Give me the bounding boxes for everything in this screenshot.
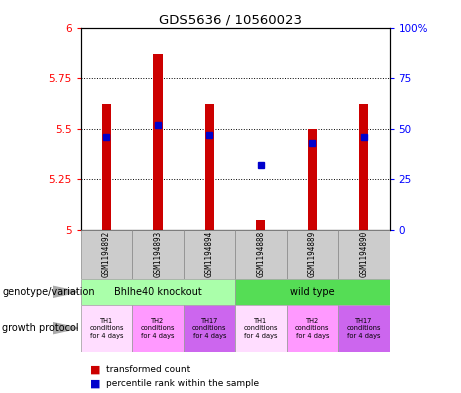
Text: Bhlhe40 knockout: Bhlhe40 knockout — [114, 287, 202, 297]
Bar — [81, 230, 132, 279]
Polygon shape — [53, 323, 78, 334]
Text: growth protocol: growth protocol — [2, 323, 79, 333]
Text: GSM1194888: GSM1194888 — [256, 230, 266, 277]
Bar — [183, 230, 235, 279]
Bar — [256, 220, 266, 230]
Text: GSM1194893: GSM1194893 — [154, 230, 162, 277]
Text: wild type: wild type — [290, 287, 335, 297]
Text: ■: ■ — [90, 378, 100, 388]
Bar — [183, 305, 235, 352]
Bar — [338, 230, 390, 279]
Bar — [307, 129, 317, 230]
Bar — [287, 305, 338, 352]
Text: TH1
conditions
for 4 days: TH1 conditions for 4 days — [243, 318, 278, 339]
Bar — [205, 105, 214, 230]
Text: GSM1194889: GSM1194889 — [308, 230, 317, 277]
Text: GDS5636 / 10560023: GDS5636 / 10560023 — [159, 14, 302, 27]
Text: genotype/variation: genotype/variation — [2, 287, 95, 297]
Text: TH2
conditions
for 4 days: TH2 conditions for 4 days — [141, 318, 175, 339]
Text: GSM1194892: GSM1194892 — [102, 230, 111, 277]
Bar — [235, 279, 390, 305]
Text: ■: ■ — [90, 364, 100, 375]
Bar — [153, 54, 163, 230]
Text: GSM1194894: GSM1194894 — [205, 230, 214, 277]
Bar — [102, 105, 111, 230]
Text: TH17
conditions
for 4 days: TH17 conditions for 4 days — [347, 318, 381, 339]
Bar — [359, 105, 368, 230]
Text: TH17
conditions
for 4 days: TH17 conditions for 4 days — [192, 318, 227, 339]
Text: TH2
conditions
for 4 days: TH2 conditions for 4 days — [295, 318, 330, 339]
Text: TH1
conditions
for 4 days: TH1 conditions for 4 days — [89, 318, 124, 339]
Bar — [338, 305, 390, 352]
Text: transformed count: transformed count — [106, 365, 190, 374]
Bar — [235, 305, 287, 352]
Text: GSM1194890: GSM1194890 — [359, 230, 368, 277]
Bar — [81, 279, 235, 305]
Text: percentile rank within the sample: percentile rank within the sample — [106, 379, 259, 387]
Bar — [81, 305, 132, 352]
Bar — [132, 230, 183, 279]
Polygon shape — [53, 286, 78, 297]
Bar — [287, 230, 338, 279]
Bar — [235, 230, 287, 279]
Bar — [132, 305, 183, 352]
